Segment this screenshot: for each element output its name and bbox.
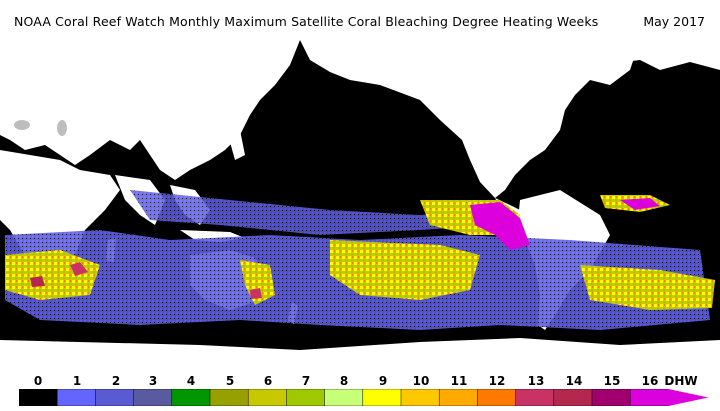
legend-tick: 14: [565, 374, 583, 388]
legend-swatch: [247, 389, 288, 406]
dhw-overlay: [5, 190, 715, 330]
legend-unit: DHW: [664, 374, 698, 388]
legend-swatch: [56, 389, 97, 406]
legend-tick: 0: [33, 374, 43, 388]
legend-swatch: [286, 389, 326, 406]
legend-tick-labels: 0 1 2 3 4 5 6 7 8 9 10 11 12 13 14 15 16…: [0, 370, 720, 390]
legend-swatch: [324, 389, 364, 406]
legend-tick: 8: [339, 374, 349, 388]
legend-tick: 9: [378, 374, 388, 388]
legend-swatch: [438, 389, 479, 406]
legend-color-bar: [19, 389, 709, 406]
legend-tick: 2: [111, 374, 121, 388]
legend-swatch: [515, 389, 555, 406]
legend-tick: 4: [186, 374, 196, 388]
legend-swatch: [477, 389, 517, 406]
legend-swatch: [19, 389, 58, 406]
inland-water: [14, 120, 67, 136]
legend-tick: 11: [450, 374, 468, 388]
legend-swatch: [591, 389, 631, 406]
title-bar: NOAA Coral Reef Watch Monthly Maximum Sa…: [0, 0, 720, 40]
legend-tick: 13: [527, 374, 545, 388]
legend-swatch: [629, 389, 670, 406]
legend-swatch: [133, 389, 173, 406]
legend-tick: 12: [488, 374, 506, 388]
legend-swatch: [95, 389, 135, 406]
legend-arrow-tip: [668, 389, 709, 406]
legend-swatch: [553, 389, 593, 406]
legend-swatch: [171, 389, 211, 406]
world-map: [0, 40, 720, 365]
legend-swatch: [400, 389, 440, 406]
map-date: May 2017: [643, 14, 705, 29]
map-title: NOAA Coral Reef Watch Monthly Maximum Sa…: [14, 14, 599, 29]
legend-swatch: [209, 389, 249, 406]
legend-tick: 7: [301, 374, 311, 388]
legend-tick: 16: [641, 374, 659, 388]
legend-tick: 3: [148, 374, 158, 388]
legend-swatch: [362, 389, 402, 406]
legend-tick: 15: [603, 374, 621, 388]
legend-tick: 5: [225, 374, 235, 388]
legend-tick: 6: [263, 374, 273, 388]
legend-tick: 1: [72, 374, 82, 388]
legend-tick: 10: [412, 374, 430, 388]
